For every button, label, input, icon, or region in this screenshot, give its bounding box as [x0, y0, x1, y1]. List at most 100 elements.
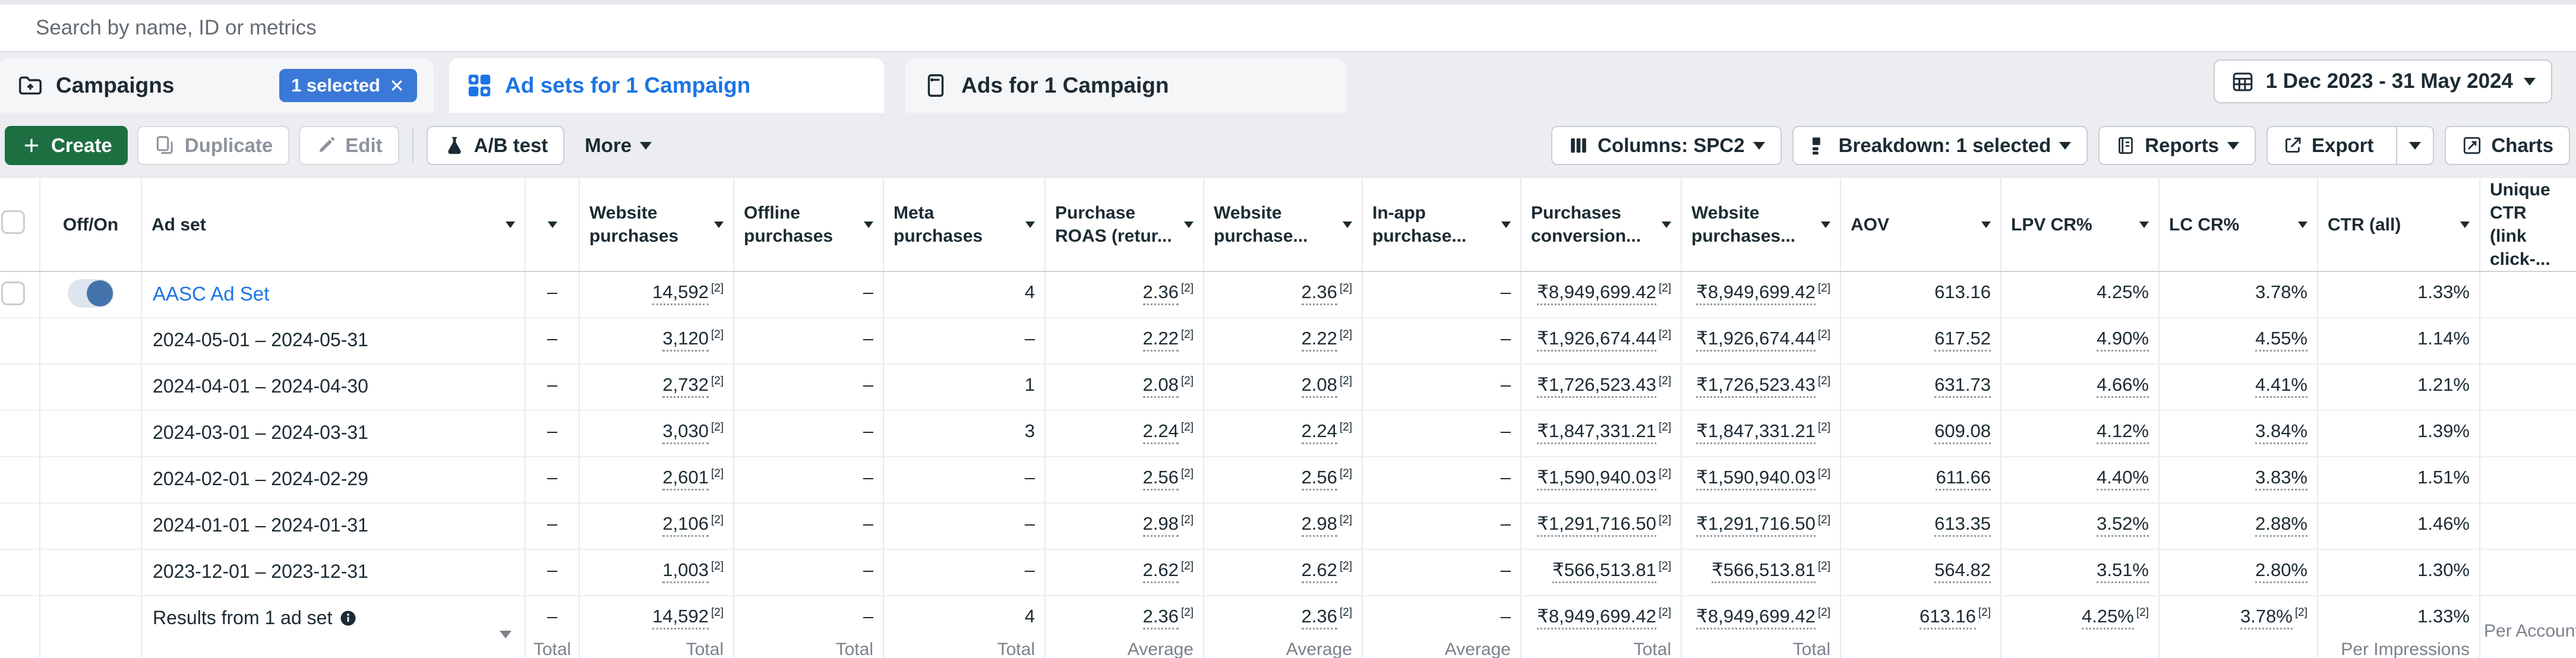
column-header-meta-purchases[interactable]: Meta purchases — [883, 178, 1045, 271]
search-input[interactable] — [0, 16, 2576, 40]
metric-cell: 1.46% — [2318, 503, 2480, 549]
metric-cell: – — [734, 271, 883, 318]
export-dropdown[interactable] — [2396, 127, 2433, 164]
metric-cell: ₹1,291,716.50[2] — [1681, 503, 1841, 549]
metric-cell: – — [1362, 271, 1521, 318]
metric-cell: – — [883, 549, 1045, 596]
flask-icon — [443, 134, 466, 157]
footer-check-cell — [0, 596, 40, 658]
metric-cell: – — [525, 503, 579, 549]
more-button[interactable]: More — [574, 126, 662, 165]
metric-cell: ₹1,291,716.50[2] — [1521, 503, 1681, 549]
summary-expand-caret[interactable] — [500, 631, 512, 638]
breakdown-button[interactable]: Breakdown: 1 selected — [1792, 126, 2088, 165]
tab-campaigns[interactable]: Campaigns 1 selected — [0, 58, 434, 113]
metric-cell: – — [525, 271, 579, 318]
columns-button[interactable]: Columns: SPC2 — [1551, 126, 1782, 165]
charts-button[interactable]: Charts — [2445, 126, 2570, 165]
sort-caret-icon[interactable] — [1025, 222, 1035, 228]
sort-caret-icon[interactable] — [714, 222, 724, 228]
sort-caret-icon[interactable] — [2298, 222, 2307, 228]
metric-cell: 2,106[2] — [579, 503, 734, 549]
adset-name-cell: 2024-02-01 – 2024-02-29 — [141, 457, 525, 503]
export-button[interactable]: Export — [2266, 126, 2435, 165]
export-main[interactable]: Export — [2268, 127, 2388, 164]
row-checkbox[interactable] — [1, 281, 25, 305]
footer-onoff-cell — [40, 596, 141, 658]
metric-cell: 3.83% — [2159, 457, 2318, 503]
reports-button[interactable]: Reports — [2098, 126, 2256, 165]
close-icon[interactable] — [389, 77, 405, 94]
sort-caret-icon[interactable] — [548, 222, 557, 228]
tab-adsets[interactable]: Ad sets for 1 Campaign — [449, 58, 884, 113]
metric-cell: ₹8,949,699.42[2] — [1681, 271, 1841, 318]
metric-cell: 1.21% — [2318, 364, 2480, 410]
selected-count-badge[interactable]: 1 selected — [279, 69, 417, 102]
metric-cell: 4.90% — [2001, 318, 2159, 364]
chevron-down-icon — [2059, 142, 2071, 150]
column-header-lpv-cr[interactable]: LPV CR% — [2001, 178, 2159, 271]
info-icon[interactable] — [339, 609, 357, 627]
sort-caret-icon[interactable] — [506, 222, 515, 228]
sort-caret-icon[interactable] — [1501, 222, 1511, 228]
edit-button[interactable]: Edit — [299, 126, 399, 165]
sort-caret-icon[interactable] — [2460, 222, 2470, 228]
sort-caret-icon[interactable] — [864, 222, 873, 228]
column-header-off-on[interactable]: Off/On — [40, 178, 141, 271]
column-header-ctr-all[interactable]: CTR (all) — [2318, 178, 2480, 271]
level-tabs: Campaigns 1 selected Ad sets for 1 Campa… — [0, 52, 2576, 113]
breakdown-date-label: 2023-12-01 – 2023-12-31 — [153, 561, 368, 582]
footer-cell: ₹8,949,699.42[2]Total — [1681, 596, 1841, 658]
footer-cell: 2.36[2]Average — [1204, 596, 1362, 658]
footer-cell: –Total — [734, 596, 883, 658]
column-header-blank[interactable] — [525, 178, 579, 271]
sort-caret-icon[interactable] — [1981, 222, 1991, 228]
table-row: 2024-02-01 – 2024-02-29–2,601[2]––2.56[2… — [0, 457, 2576, 503]
toolbar-divider — [412, 129, 413, 162]
metric-cell: – — [525, 549, 579, 596]
footer-cell: Per Accounts — [2480, 596, 2576, 658]
metric-cell: 2.24[2] — [1204, 410, 1362, 457]
column-header-in-app-purchase[interactable]: In-app purchase... — [1362, 178, 1521, 271]
column-header-website-purchase[interactable]: Website purchase... — [1204, 178, 1362, 271]
sort-caret-icon[interactable] — [1821, 222, 1830, 228]
metric-cell: ₹1,926,674.44[2] — [1681, 318, 1841, 364]
metric-cell — [2480, 271, 2576, 318]
adset-name-cell: 2024-04-01 – 2024-04-30 — [141, 364, 525, 410]
metric-cell: 564.82 — [1841, 549, 2001, 596]
sort-caret-icon[interactable] — [1662, 222, 1671, 228]
column-header-offline-purchases[interactable]: Offline purchases — [734, 178, 883, 271]
metric-cell: 2.22[2] — [1204, 318, 1362, 364]
metric-cell: 4.55% — [2159, 318, 2318, 364]
select-all-checkbox[interactable] — [1, 210, 25, 234]
create-button[interactable]: Create — [5, 126, 128, 165]
metric-cell: – — [734, 410, 883, 457]
chevron-down-icon — [1753, 142, 1765, 150]
metric-cell — [2480, 503, 2576, 549]
ab-test-button[interactable]: A/B test — [427, 126, 565, 165]
column-header-ad-set[interactable]: Ad set — [141, 178, 525, 271]
column-header-purchases-conversion[interactable]: Purchases conversion... — [1521, 178, 1681, 271]
off-on-cell — [40, 271, 141, 318]
column-header-aov[interactable]: AOV — [1841, 178, 2001, 271]
metric-cell: 2.24[2] — [1045, 410, 1204, 457]
column-header-purchase-roas-retur[interactable]: Purchase ROAS (retur... — [1045, 178, 1204, 271]
duplicate-button[interactable]: Duplicate — [137, 126, 290, 165]
sort-caret-icon[interactable] — [2139, 222, 2149, 228]
metric-cell — [2480, 549, 2576, 596]
sort-caret-icon[interactable] — [1343, 222, 1352, 228]
calendar-icon — [2230, 69, 2255, 94]
column-header-unique-ctr-link-click[interactable]: Unique CTR (link click-... — [2480, 178, 2576, 271]
date-range-picker[interactable]: 1 Dec 2023 - 31 May 2024 — [2214, 59, 2552, 103]
column-header-website-purchases[interactable]: Website purchases — [579, 178, 734, 271]
tab-ads[interactable]: Ads for 1 Campaign — [905, 58, 1346, 113]
metric-cell: – — [1362, 410, 1521, 457]
column-header-lc-cr[interactable]: LC CR% — [2159, 178, 2318, 271]
off-on-cell — [40, 364, 141, 410]
metric-cell: ₹1,590,940.03[2] — [1521, 457, 1681, 503]
column-header-website-purchases[interactable]: Website purchases... — [1681, 178, 1841, 271]
adset-toggle[interactable] — [68, 279, 114, 308]
sort-caret-icon[interactable] — [1184, 222, 1194, 228]
adset-name-link[interactable]: AASC Ad Set — [153, 283, 269, 305]
metric-cell: – — [883, 318, 1045, 364]
